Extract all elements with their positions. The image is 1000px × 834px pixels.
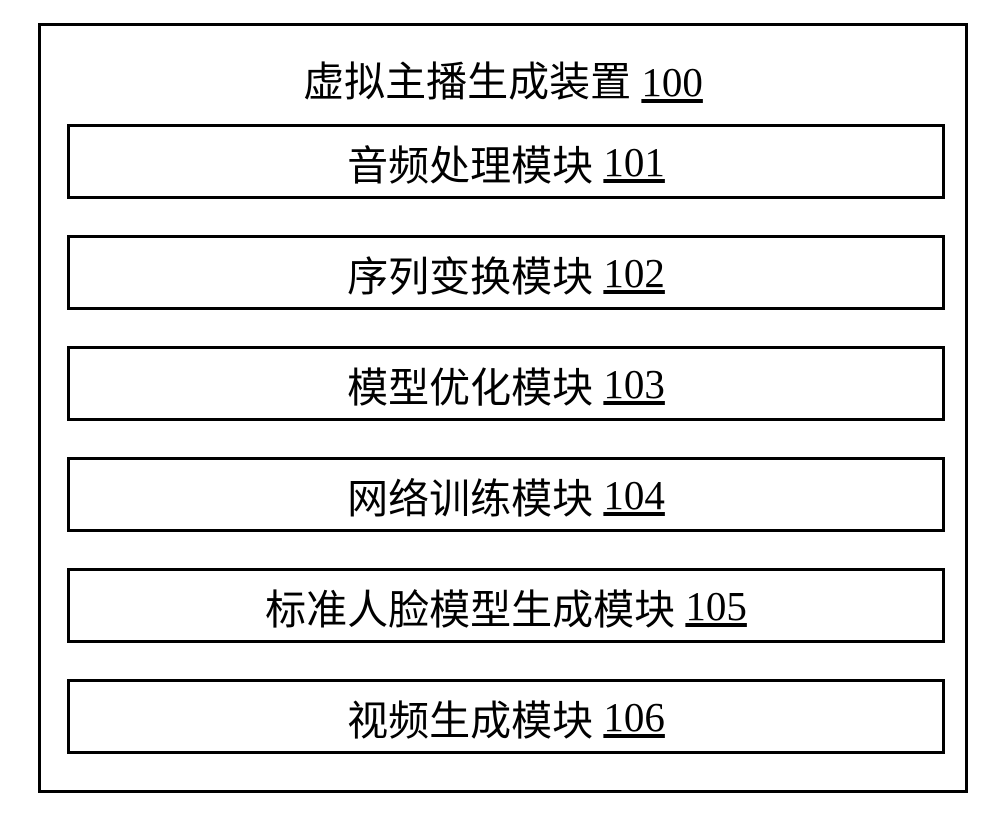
module-list: 音频处理模块101 序列变换模块102 模型优化模块103 网络训练模块104 标准人脸…	[67, 124, 945, 754]
canvas: 虚拟主播生成装置 100 音频处理模块101 序列变换模块102 模型优化模块103…	[0, 0, 1000, 834]
module-number: 106	[603, 693, 665, 741]
module-box: 序列变换模块102	[67, 235, 945, 310]
module-number: 102	[603, 249, 665, 297]
module-number: 105	[685, 582, 747, 630]
module-number: 101	[603, 138, 665, 186]
module-number: 104	[603, 471, 665, 519]
module-label: 音频处理模块	[347, 132, 593, 192]
module-box: 音频处理模块101	[67, 124, 945, 199]
outer-container: 虚拟主播生成装置 100 音频处理模块101 序列变换模块102 模型优化模块103…	[38, 23, 968, 793]
diagram-title-number: 100	[641, 58, 703, 106]
module-label: 序列变换模块	[347, 243, 593, 303]
module-label: 网络训练模块	[347, 465, 593, 525]
module-label: 模型优化模块	[347, 354, 593, 414]
module-label: 视频生成模块	[347, 687, 593, 747]
module-box: 视频生成模块106	[67, 679, 945, 754]
module-box: 标准人脸模型生成模块105	[67, 568, 945, 643]
module-number: 103	[603, 360, 665, 408]
module-box: 网络训练模块104	[67, 457, 945, 532]
diagram-title: 虚拟主播生成装置 100	[303, 48, 703, 108]
diagram-title-text: 虚拟主播生成装置	[303, 48, 631, 108]
module-box: 模型优化模块103	[67, 346, 945, 421]
module-label: 标准人脸模型生成模块	[265, 576, 675, 636]
